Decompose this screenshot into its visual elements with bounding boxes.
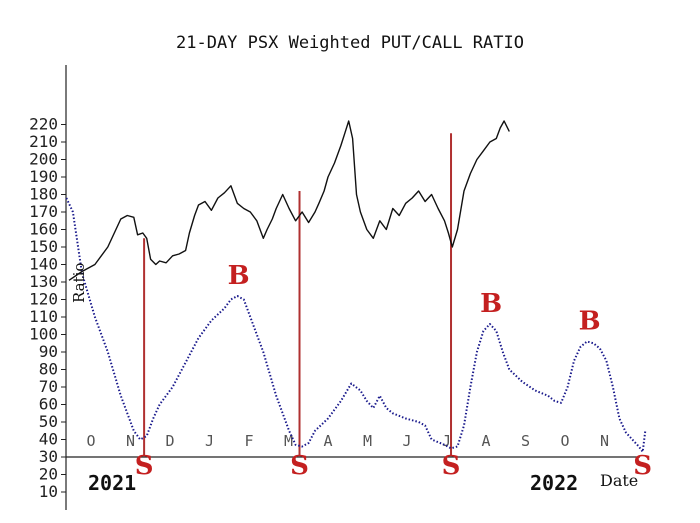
month-label: D bbox=[165, 432, 174, 450]
month-label: F bbox=[244, 432, 253, 450]
month-label: O bbox=[86, 432, 95, 450]
y-tick-label: 110 bbox=[29, 307, 58, 326]
month-label: J bbox=[402, 432, 411, 450]
annotations: B B B S S S S bbox=[135, 261, 652, 481]
buy-signal-label: B bbox=[228, 261, 250, 291]
y-axis-label: Ratio bbox=[70, 263, 88, 303]
month-label: O bbox=[560, 432, 569, 450]
y-tick-label: 200 bbox=[29, 150, 58, 169]
chart-title: 21-DAY PSX Weighted PUT/CALL RATIO bbox=[176, 33, 524, 53]
y-tick-label: 160 bbox=[29, 220, 58, 239]
index-price-line bbox=[68, 120, 510, 281]
y-tick-label: 80 bbox=[39, 360, 58, 379]
y-tick-label: 190 bbox=[29, 167, 58, 186]
put-call-ratio-line bbox=[65, 197, 647, 453]
sell-signal-label: S bbox=[290, 451, 309, 481]
y-tick-label: 130 bbox=[29, 272, 58, 291]
y-tick-label: 50 bbox=[39, 412, 58, 431]
buy-signal-label: B bbox=[579, 307, 601, 337]
y-tick-label: 40 bbox=[39, 430, 58, 449]
y-tick-label: 90 bbox=[39, 342, 58, 361]
month-label: N bbox=[126, 432, 135, 450]
y-tick-label: 100 bbox=[29, 325, 58, 344]
year-label-2021: 2021 bbox=[88, 471, 136, 495]
month-label: N bbox=[600, 432, 609, 450]
y-tick-label: 70 bbox=[39, 377, 58, 396]
y-tick-label: 170 bbox=[29, 202, 58, 221]
series-group bbox=[65, 120, 647, 453]
sell-signal-label: S bbox=[442, 451, 461, 481]
y-ticks: 1020304050607080901001101201301401501601… bbox=[29, 115, 66, 501]
y-tick-label: 120 bbox=[29, 290, 58, 309]
signal-lines bbox=[143, 133, 453, 455]
y-tick-label: 210 bbox=[29, 132, 58, 151]
y-tick-label: 20 bbox=[39, 465, 58, 484]
buy-signal-label: B bbox=[480, 289, 502, 319]
y-tick-label: 220 bbox=[29, 115, 58, 134]
y-tick-label: 10 bbox=[39, 482, 58, 501]
sell-signal-label: S bbox=[135, 451, 154, 481]
y-tick-label: 140 bbox=[29, 255, 58, 274]
month-label: M bbox=[363, 432, 372, 450]
month-label: J bbox=[442, 432, 451, 450]
y-tick-label: 180 bbox=[29, 185, 58, 204]
x-axis-label: Date bbox=[600, 471, 638, 490]
y-tick-label: 60 bbox=[39, 395, 58, 414]
month-label: A bbox=[323, 432, 332, 450]
sell-signal-label: S bbox=[633, 451, 652, 481]
month-label: J bbox=[205, 432, 214, 450]
month-label: M bbox=[284, 432, 293, 450]
month-label: S bbox=[521, 432, 530, 450]
year-label-2022: 2022 bbox=[530, 471, 578, 495]
month-label: A bbox=[481, 432, 490, 450]
y-tick-label: 30 bbox=[39, 447, 58, 466]
y-tick-label: 150 bbox=[29, 237, 58, 256]
